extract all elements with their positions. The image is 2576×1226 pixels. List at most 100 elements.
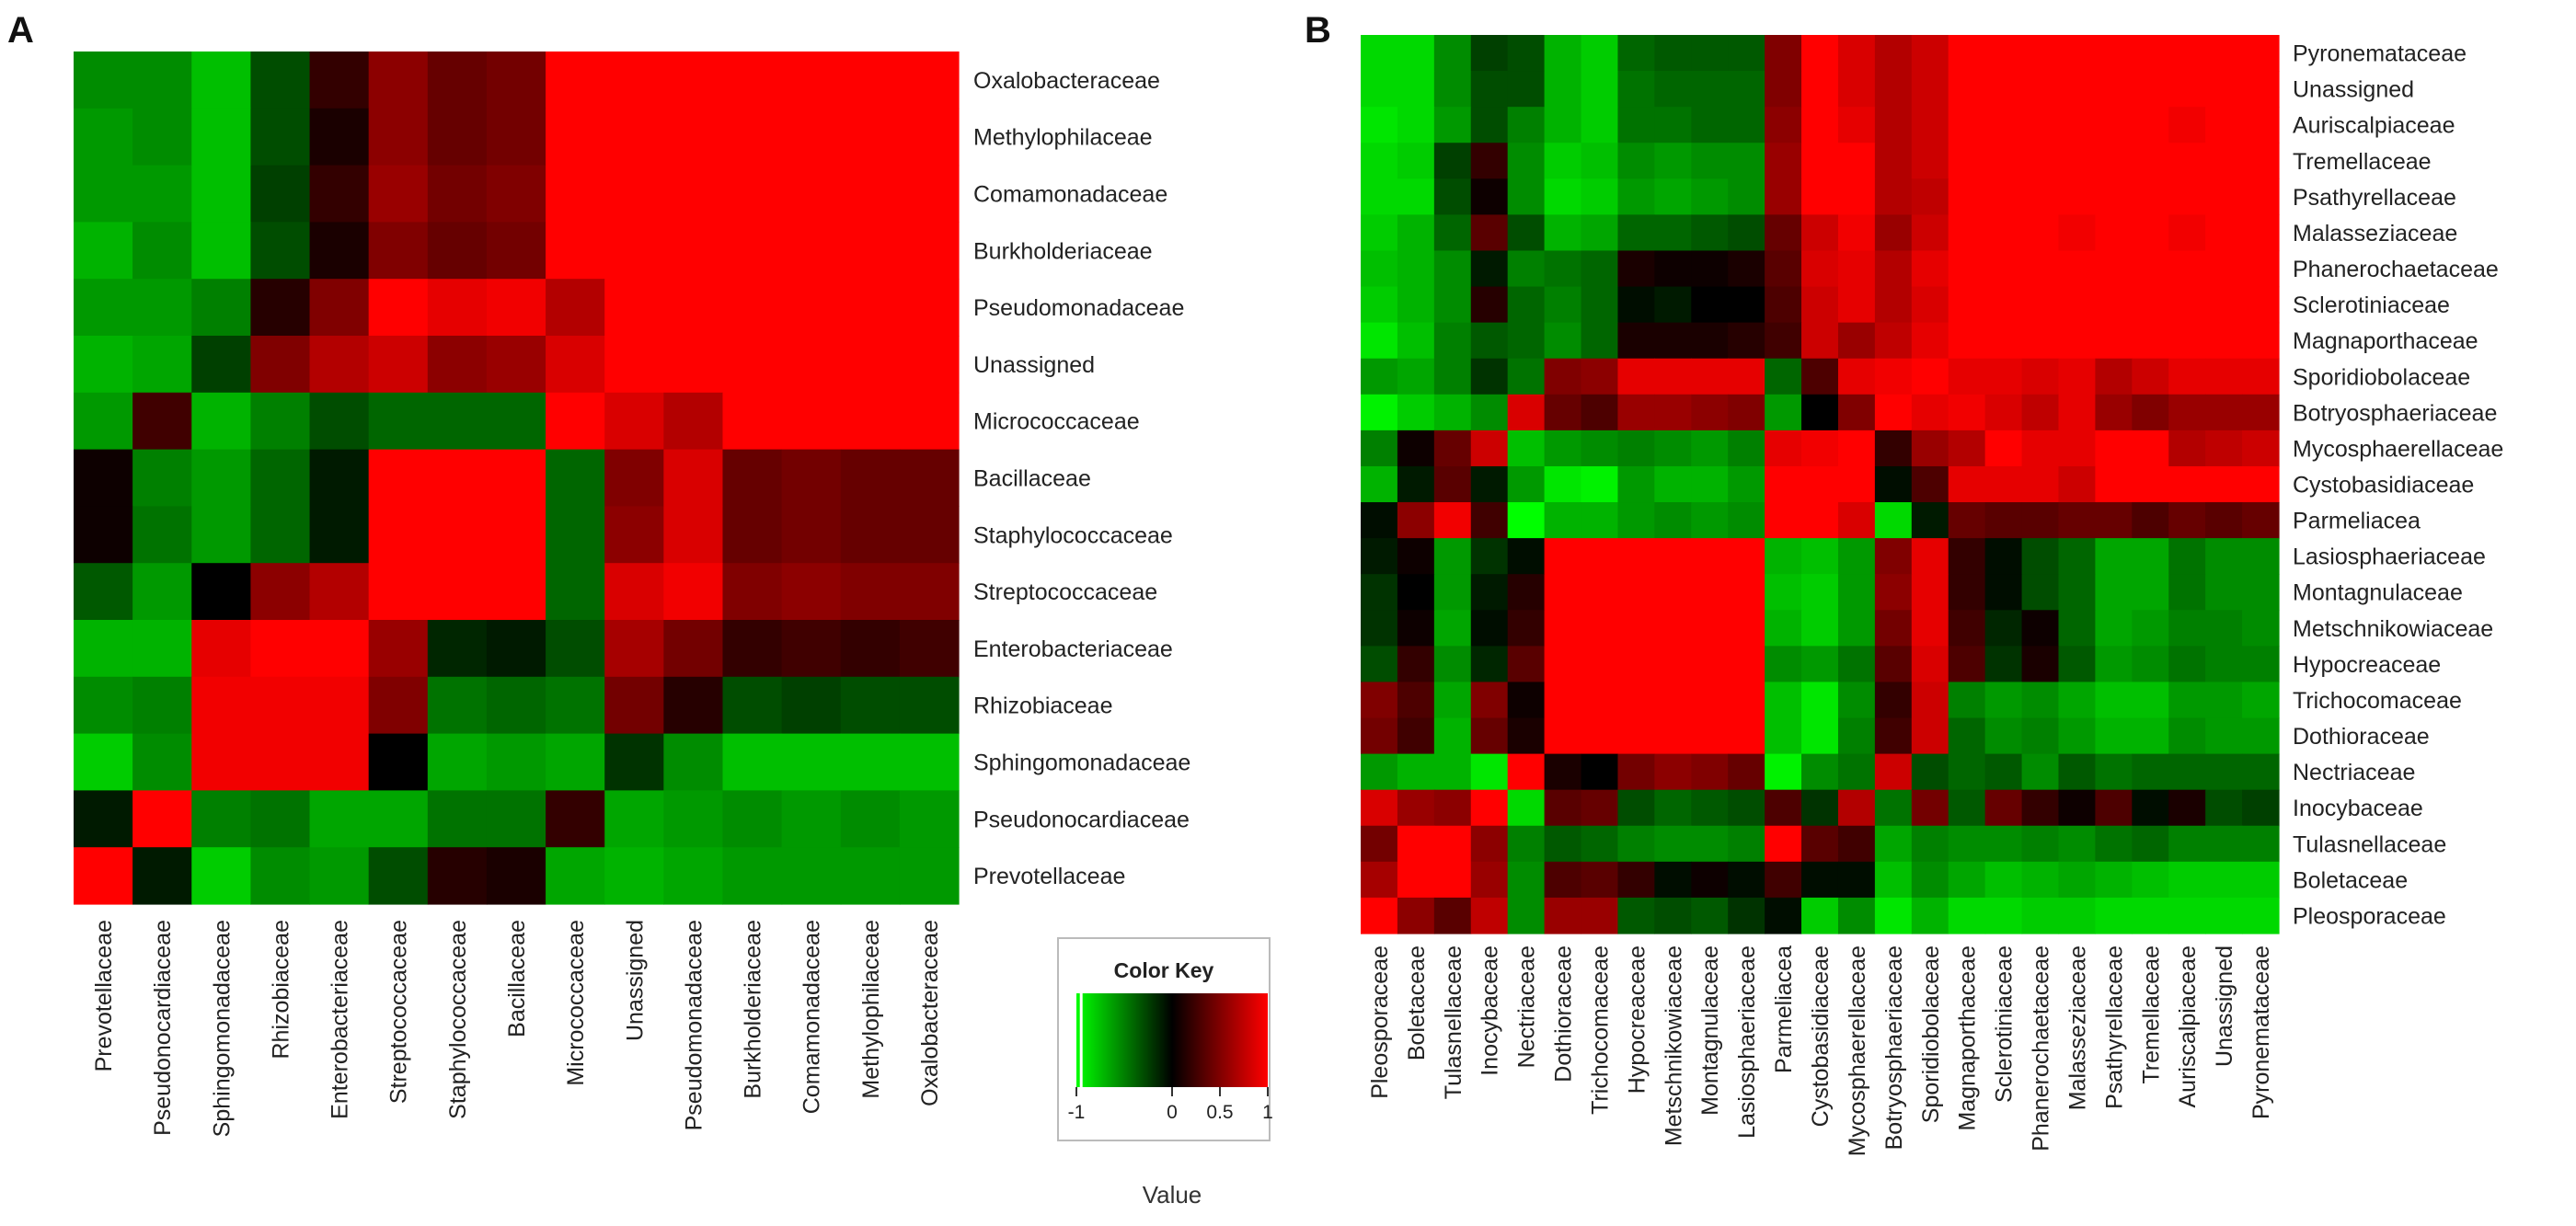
heatmap-cell-b-5-13 xyxy=(1837,214,1876,252)
heatmap-cell-b-2-10 xyxy=(1728,107,1765,143)
col-label-a-12: Comamonadaceae xyxy=(799,920,825,1114)
heatmap-cell-a-14-5 xyxy=(368,847,429,905)
row-label-a-6: Micrococcaceae xyxy=(973,409,1140,435)
heatmap-cell-a-9-0 xyxy=(74,563,133,621)
row-label-b-2: Auriscalpiaceae xyxy=(2293,113,2455,139)
heatmap-cell-a-6-8 xyxy=(546,392,605,451)
heatmap-cell-a-1-9 xyxy=(604,108,664,166)
heatmap-cell-b-7-21 xyxy=(2132,286,2169,324)
heatmap-cell-a-2-9 xyxy=(604,165,664,223)
heatmap-cell-b-19-18 xyxy=(2021,717,2060,755)
heatmap-cell-b-1-14 xyxy=(1874,71,1913,108)
heatmap-cell-b-3-17 xyxy=(1984,143,2023,179)
heatmap-cell-b-11-18 xyxy=(2021,430,2060,467)
heatmap-cell-a-9-7 xyxy=(486,563,546,621)
row-label-b-6: Phanerochaetaceae xyxy=(2293,257,2499,282)
heatmap-cell-a-13-10 xyxy=(663,790,724,848)
heatmap-cell-a-11-6 xyxy=(427,676,488,735)
heatmap-cell-b-17-16 xyxy=(1948,646,1986,683)
heatmap-cell-b-11-2 xyxy=(1433,430,1472,467)
col-label-b-21: Tremellaceae xyxy=(2138,945,2164,1084)
heatmap-cell-b-5-20 xyxy=(2095,214,2133,252)
heatmap-cell-b-1-18 xyxy=(2021,71,2060,108)
heatmap-cell-b-12-3 xyxy=(1470,465,1509,503)
heatmap-cell-a-5-8 xyxy=(546,336,605,394)
col-label-a-14: Oxalobacteraceae xyxy=(917,920,943,1106)
heatmap-cell-b-18-21 xyxy=(2132,682,2169,719)
heatmap-cell-b-19-8 xyxy=(1654,717,1692,755)
heatmap-cell-a-2-13 xyxy=(840,165,901,223)
heatmap-cell-b-21-2 xyxy=(1433,789,1472,827)
color-key-tick-label-1: 0 xyxy=(1167,1102,1178,1123)
heatmap-cell-b-16-12 xyxy=(1801,610,1839,647)
heatmap-cell-b-21-16 xyxy=(1948,789,1986,827)
heatmap-cell-b-23-12 xyxy=(1801,861,1839,899)
heatmap-cell-b-19-21 xyxy=(2132,717,2169,755)
heatmap-cell-b-20-2 xyxy=(1433,753,1472,791)
heatmap-cell-b-3-11 xyxy=(1765,143,1802,179)
heatmap-cell-b-20-6 xyxy=(1581,753,1619,791)
heatmap-cell-b-5-15 xyxy=(1911,214,1949,252)
row-label-b-21: Inocybaceae xyxy=(2293,796,2423,821)
heatmap-cell-b-2-24 xyxy=(2242,107,2280,143)
heatmap-cell-b-7-10 xyxy=(1728,286,1765,324)
heatmap-cell-b-12-11 xyxy=(1765,465,1802,503)
col-label-b-15: Sporidiobolaceae xyxy=(1918,945,1944,1123)
heatmap-cell-b-5-10 xyxy=(1728,214,1765,252)
heatmap-cell-b-2-7 xyxy=(1617,107,1655,143)
heatmap-cell-a-2-6 xyxy=(427,165,488,223)
heatmap-cell-b-14-2 xyxy=(1433,538,1472,575)
heatmap-cell-b-21-24 xyxy=(2242,789,2280,827)
col-label-b-10: Lasiosphaeriaceae xyxy=(1734,945,1760,1139)
heatmap-cell-a-3-1 xyxy=(132,222,192,280)
col-label-b-8: Metschnikowiaceae xyxy=(1661,945,1686,1146)
heatmap-panel-b: B Pyronemataceae Unassigned Auriscalpiaceae… xyxy=(1305,10,2503,1156)
color-key-xlabel: Value xyxy=(1143,1181,1202,1209)
heatmap-cell-b-7-7 xyxy=(1617,286,1655,324)
heatmap-cell-a-11-13 xyxy=(840,676,901,735)
heatmap-cell-b-12-4 xyxy=(1507,465,1546,503)
heatmap-cell-a-2-7 xyxy=(486,165,546,223)
row-label-b-23: Boletaceae xyxy=(2293,867,2408,893)
heatmap-cell-a-7-7 xyxy=(486,449,546,507)
heatmap-cell-b-1-12 xyxy=(1801,71,1839,108)
col-label-b-20: Psathyrellaceae xyxy=(2101,945,2127,1109)
heatmap-cell-a-0-3 xyxy=(250,52,311,109)
heatmap-cell-b-7-22 xyxy=(2168,286,2206,324)
heatmap-cell-b-13-13 xyxy=(1837,502,1876,539)
heatmap-cell-a-1-7 xyxy=(486,108,546,166)
row-label-b-7: Sclerotiniaceae xyxy=(2293,292,2450,318)
col-label-b-7: Hypocreaceae xyxy=(1624,945,1650,1094)
heatmap-cell-b-21-5 xyxy=(1544,789,1582,827)
heatmap-cell-b-4-24 xyxy=(2242,178,2280,215)
heatmap-cell-b-22-12 xyxy=(1801,825,1839,863)
heatmap-cell-b-15-20 xyxy=(2095,574,2133,611)
row-label-a-1: Methylophilaceae xyxy=(973,125,1153,151)
col-label-b-22: Auriscalpiaceae xyxy=(2175,945,2201,1108)
heatmap-cell-b-13-20 xyxy=(2095,502,2133,539)
heatmap-cell-b-6-7 xyxy=(1617,250,1655,288)
row-label-a-0: Oxalobacteraceae xyxy=(973,68,1160,94)
heatmap-cell-b-9-19 xyxy=(2058,358,2096,395)
heatmap-cell-b-16-19 xyxy=(2058,610,2096,647)
heatmap-cell-b-16-4 xyxy=(1507,610,1546,647)
heatmap-cell-b-23-1 xyxy=(1397,861,1435,899)
heatmap-cell-b-13-7 xyxy=(1617,502,1655,539)
heatmap-cell-a-5-12 xyxy=(781,336,842,394)
heatmap-cell-a-3-14 xyxy=(899,222,960,280)
heatmap-cell-a-8-1 xyxy=(132,506,192,564)
heatmap-cell-b-8-21 xyxy=(2132,322,2169,360)
heatmap-cell-b-2-21 xyxy=(2132,107,2169,143)
heatmap-cell-b-9-3 xyxy=(1470,358,1509,395)
heatmap-cell-b-10-15 xyxy=(1911,394,1949,431)
heatmap-cell-a-6-7 xyxy=(486,392,546,451)
heatmap-cell-b-18-6 xyxy=(1581,682,1619,719)
heatmap-cell-b-3-23 xyxy=(2205,143,2243,179)
heatmap-cell-a-0-0 xyxy=(74,52,133,109)
heatmap-cell-a-10-0 xyxy=(74,620,133,678)
heatmap-cell-b-16-24 xyxy=(2242,610,2280,647)
heatmap-cell-a-4-6 xyxy=(427,279,488,337)
heatmap-cell-b-14-13 xyxy=(1837,538,1876,575)
heatmap-cell-b-15-15 xyxy=(1911,574,1949,611)
heatmap-cell-b-20-23 xyxy=(2205,753,2243,791)
